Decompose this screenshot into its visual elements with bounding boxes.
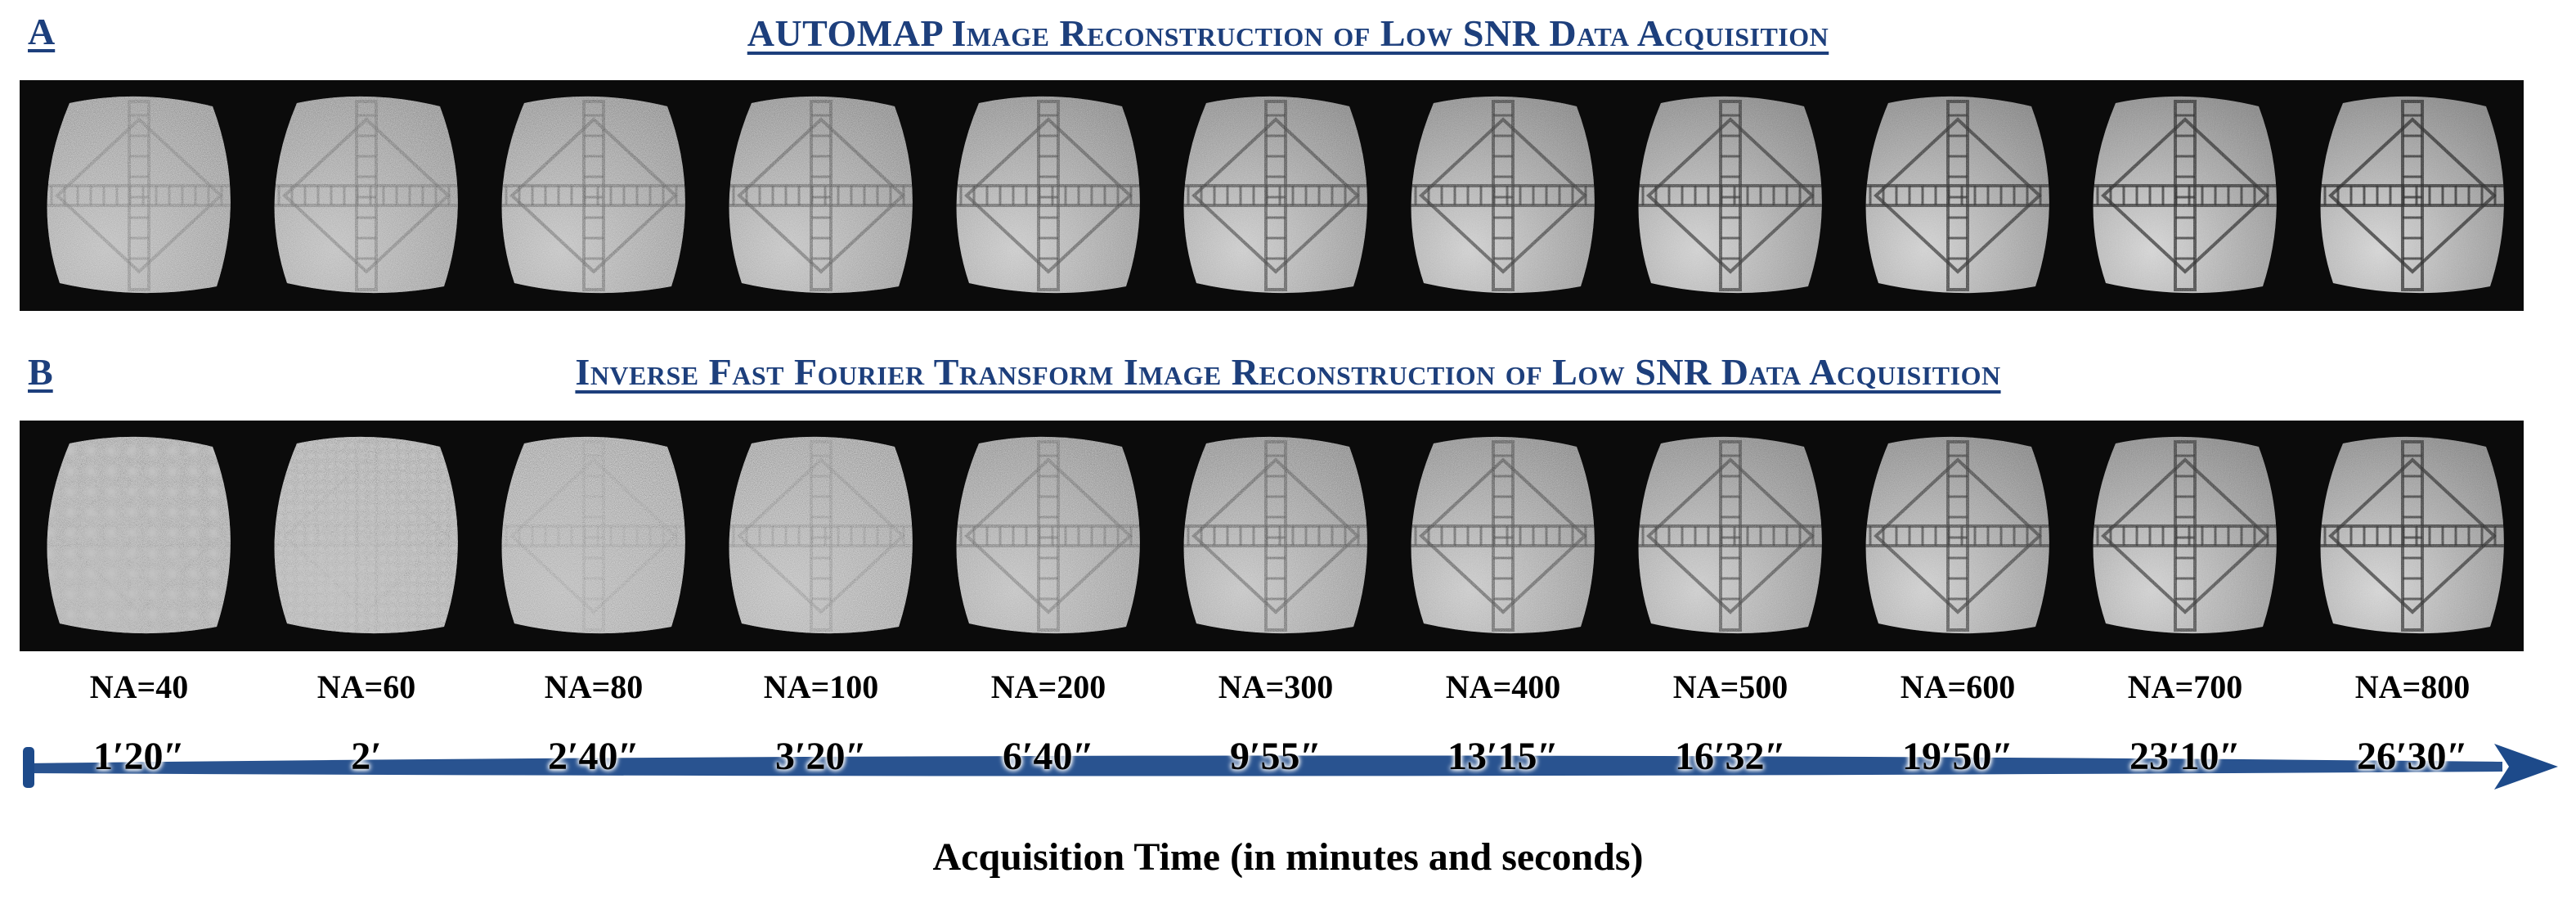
acquisition-time-label: 19′50″ xyxy=(1876,734,2040,779)
averages-label: NA=500 xyxy=(1649,668,1812,706)
acquisition-time-label: 2′40″ xyxy=(512,734,675,779)
averages-label: NA=80 xyxy=(512,668,675,706)
acquisition-time-label: 26′30″ xyxy=(2331,734,2494,779)
averages-label: NA=100 xyxy=(739,668,903,706)
panel-a-image-strip xyxy=(20,80,2524,311)
panel-b-title: Inverse Fast Fourier Transform Image Rec… xyxy=(0,350,2576,394)
panel-a-title: AUTOMAP Image Reconstruction of Low SNR … xyxy=(0,11,2576,55)
time-axis: 1′20″ 2′ 2′40″ 3′20″ 6′40″ 9′55″ 13′15″ 16′32″ 1… xyxy=(0,732,2576,806)
acquisition-time-label: 23′10″ xyxy=(2103,734,2267,779)
averages-label: NA=40 xyxy=(57,668,221,706)
averages-label: NA=400 xyxy=(1421,668,1585,706)
acquisition-time-label: 6′40″ xyxy=(967,734,1130,779)
x-axis-label: Acquisition Time (in minutes and seconds… xyxy=(0,835,2576,880)
averages-label: NA=60 xyxy=(285,668,448,706)
acquisition-time-label: 3′20″ xyxy=(739,734,903,779)
acquisition-time-label: 13′15″ xyxy=(1421,734,1585,779)
panel-b-image-strip xyxy=(20,421,2524,651)
acquisition-time-label: 1′20″ xyxy=(57,734,221,779)
averages-row: NA=40 NA=60 NA=80 NA=100 NA=200 NA=300 NA=400 N… xyxy=(0,668,2576,709)
averages-label: NA=700 xyxy=(2103,668,2267,706)
acquisition-time-label: 16′32″ xyxy=(1649,734,1812,779)
averages-label: NA=300 xyxy=(1194,668,1358,706)
averages-label: NA=600 xyxy=(1876,668,2040,706)
averages-label: NA=800 xyxy=(2331,668,2494,706)
acquisition-time-label: 2′ xyxy=(285,734,448,779)
acquisition-time-label: 9′55″ xyxy=(1194,734,1358,779)
averages-label: NA=200 xyxy=(967,668,1130,706)
